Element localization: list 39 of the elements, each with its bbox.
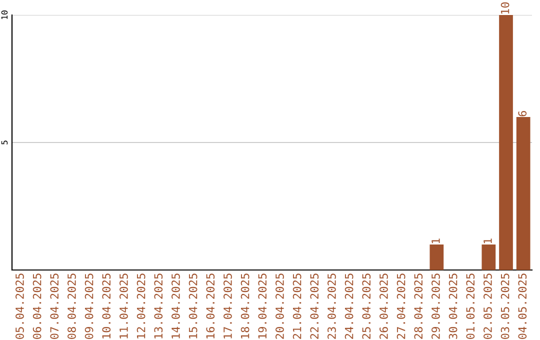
x-tick-label: 05.04.2025 xyxy=(16,274,24,339)
x-tick-label: 10.04.2025 xyxy=(102,274,111,338)
data-label: 6 xyxy=(518,111,527,116)
y-tick-label: 5 xyxy=(1,140,8,144)
x-tick-label: 24.04.2025 xyxy=(344,274,354,339)
x-tick-label: 06.04.2025 xyxy=(32,274,42,339)
bar xyxy=(430,244,444,270)
data-label: 1 xyxy=(484,238,492,244)
x-tick-label: 21.04.2025 xyxy=(292,274,302,339)
x-tick-label: 22.04.2025 xyxy=(310,274,319,339)
x-tick-label: 04.05.2025 xyxy=(518,274,527,339)
x-tick-label: 15.04.2025 xyxy=(188,274,198,338)
x-tick-label: 13.04.2025 xyxy=(154,274,163,338)
x-tick-label: 08.04.2025 xyxy=(68,274,76,339)
bar xyxy=(516,117,530,270)
x-tick-label: 02.05.2025 xyxy=(484,274,492,339)
x-tick-label: 25.04.2025 xyxy=(362,274,371,339)
x-tick-label: 03.05.2025 xyxy=(500,274,510,339)
data-label: 10 xyxy=(500,2,510,14)
x-tick-label: 27.04.2025 xyxy=(396,274,406,339)
x-tick-label: 28.04.2025 xyxy=(414,274,423,339)
x-tick-label: 18.04.2025 xyxy=(240,274,250,338)
x-tick-label: 07.04.2025 xyxy=(50,274,59,339)
x-tick-label: 09.04.2025 xyxy=(84,274,94,339)
x-tick-label: 01.05.2025 xyxy=(466,274,475,339)
data-label: 1 xyxy=(432,238,440,244)
x-tick-label: 19.04.2025 xyxy=(258,274,267,338)
bar xyxy=(482,244,496,270)
x-tick-label: 16.04.2025 xyxy=(206,274,215,338)
x-tick-label: 11.04.2025 xyxy=(120,274,128,338)
bar xyxy=(499,15,513,270)
x-tick-label: 12.04.2025 xyxy=(136,274,146,338)
x-tick-label: 30.04.2025 xyxy=(448,274,458,339)
x-tick-label: 23.04.2025 xyxy=(328,274,336,339)
x-tick-label: 26.04.2025 xyxy=(380,274,388,339)
x-tick-label: 20.04.2025 xyxy=(276,274,284,339)
x-tick-label: 17.04.2025 xyxy=(224,274,232,338)
x-tick-label: 14.04.2025 xyxy=(172,274,180,338)
x-tick-label: 29.04.2025 xyxy=(432,274,440,339)
